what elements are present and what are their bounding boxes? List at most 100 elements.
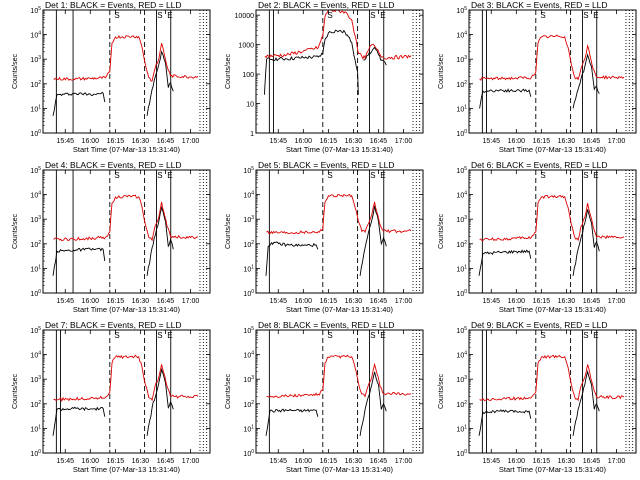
plot-frame bbox=[255, 9, 424, 134]
x-tick-label: 16:45 bbox=[157, 458, 175, 465]
y-tick-label: 105 bbox=[456, 326, 467, 335]
y-tick-label: 104 bbox=[30, 351, 41, 360]
x-tick-label: 15:45 bbox=[483, 138, 501, 145]
interval-marker-label: S bbox=[370, 171, 375, 180]
interval-marker-label: S bbox=[327, 331, 332, 340]
interval-marker-label: S bbox=[157, 331, 162, 340]
events-series-line bbox=[52, 247, 106, 276]
x-tick-label: 15:45 bbox=[483, 298, 501, 305]
y-tick-label: 10000 bbox=[235, 13, 255, 20]
x-tick-label: 16:00 bbox=[82, 458, 100, 465]
events-series-line bbox=[146, 367, 174, 436]
events-series-line bbox=[572, 370, 600, 436]
plot-frame bbox=[255, 169, 424, 294]
y-tick-label: 103 bbox=[456, 375, 467, 384]
interval-marker-label: S bbox=[583, 171, 588, 180]
events-series-line bbox=[479, 88, 532, 109]
y-tick-label: 100 bbox=[243, 289, 254, 298]
y-tick-label: 100 bbox=[456, 449, 467, 458]
x-tick-label: 17:00 bbox=[395, 298, 413, 305]
y-tick-label: 103 bbox=[456, 215, 467, 224]
panel-title: Det 2: BLACK = Events, RED = LLD bbox=[258, 0, 395, 10]
interval-marker-label: S bbox=[114, 11, 119, 20]
y-tick-label: 104 bbox=[243, 191, 254, 200]
x-tick-label: 15:45 bbox=[483, 458, 501, 465]
events-series-line bbox=[572, 53, 600, 109]
x-tick-label: 16:30 bbox=[132, 298, 150, 305]
interval-marker-label: E bbox=[167, 11, 172, 20]
plot-area bbox=[263, 10, 421, 133]
y-tick-label: 101 bbox=[243, 264, 254, 273]
lld-series-line bbox=[479, 34, 625, 81]
y-tick-label: 104 bbox=[243, 351, 254, 360]
lld-series-line bbox=[479, 354, 625, 402]
plot-area bbox=[478, 330, 634, 453]
x-axis-label: Start Time (07-Mar-13 15:31:40) bbox=[499, 465, 607, 474]
x-tick-label: 17:00 bbox=[395, 138, 413, 145]
y-tick-label: 102 bbox=[30, 80, 41, 89]
y-tick-label: 103 bbox=[30, 215, 41, 224]
y-tick-label: 105 bbox=[243, 326, 254, 335]
x-tick-label: 16:45 bbox=[583, 458, 601, 465]
y-tick-label: 100 bbox=[456, 289, 467, 298]
x-axis-label: Start Time (07-Mar-13 15:31:40) bbox=[286, 465, 394, 474]
x-tick-label: 16:30 bbox=[345, 298, 363, 305]
plot-frame bbox=[255, 329, 424, 454]
x-tick-label: 16:15 bbox=[320, 138, 338, 145]
x-tick-label: 16:15 bbox=[107, 138, 125, 145]
x-tick-label: 16:30 bbox=[345, 138, 363, 145]
x-tick-label: 17:00 bbox=[395, 458, 413, 465]
x-axis-label: Start Time (07-Mar-13 15:31:40) bbox=[499, 145, 607, 154]
events-series-line bbox=[265, 408, 319, 436]
plot-frame bbox=[42, 329, 211, 454]
x-tick-label: 16:45 bbox=[370, 458, 388, 465]
events-series-line bbox=[478, 409, 532, 436]
lld-series-line bbox=[53, 34, 199, 82]
x-tick-label: 16:30 bbox=[558, 138, 576, 145]
x-tick-label: 15:45 bbox=[57, 138, 75, 145]
y-axis-label: Counts/sec bbox=[438, 213, 445, 249]
plot-frame bbox=[468, 329, 637, 454]
events-series-line bbox=[359, 371, 387, 436]
y-tick-label: 101 bbox=[456, 264, 467, 273]
lld-series-line bbox=[53, 194, 198, 242]
y-tick-label: 102 bbox=[30, 240, 41, 249]
x-tick-label: 17:00 bbox=[608, 138, 626, 145]
x-tick-label: 16:00 bbox=[508, 458, 526, 465]
x-tick-label: 16:15 bbox=[320, 298, 338, 305]
events-series-line bbox=[146, 205, 174, 276]
x-axis-label: Start Time (07-Mar-13 15:31:40) bbox=[73, 145, 181, 154]
y-tick-label: 101 bbox=[243, 424, 254, 433]
interval-marker-label: S bbox=[157, 171, 162, 180]
lld-series-line bbox=[266, 354, 412, 398]
y-axis-label: Counts/sec bbox=[12, 213, 19, 249]
y-tick-label: 103 bbox=[30, 375, 41, 384]
x-tick-label: 16:15 bbox=[320, 458, 338, 465]
plot-area bbox=[478, 170, 634, 293]
interval-marker-label: S bbox=[157, 11, 162, 20]
y-tick-label: 101 bbox=[30, 104, 41, 113]
y-tick-label: 103 bbox=[456, 55, 467, 64]
x-tick-label: 17:00 bbox=[182, 298, 200, 305]
events-series-line bbox=[572, 209, 600, 276]
y-tick-label: 101 bbox=[456, 104, 467, 113]
y-axis-label: Counts/sec bbox=[438, 373, 445, 409]
y-tick-label: 102 bbox=[243, 400, 254, 409]
x-tick-label: 16:30 bbox=[558, 298, 576, 305]
y-axis-label: Counts/sec bbox=[12, 53, 19, 89]
y-tick-label: 100 bbox=[30, 129, 41, 138]
panel-title: Det 4: BLACK = Events, RED = LLD bbox=[45, 160, 182, 170]
x-tick-label: 16:15 bbox=[107, 458, 125, 465]
y-tick-label: 100 bbox=[456, 129, 467, 138]
y-tick-label: 1 bbox=[250, 131, 254, 138]
interval-marker-label: S bbox=[583, 11, 588, 20]
x-tick-label: 17:00 bbox=[608, 458, 626, 465]
events-series-line bbox=[52, 91, 106, 116]
x-tick-label: 16:30 bbox=[132, 138, 150, 145]
